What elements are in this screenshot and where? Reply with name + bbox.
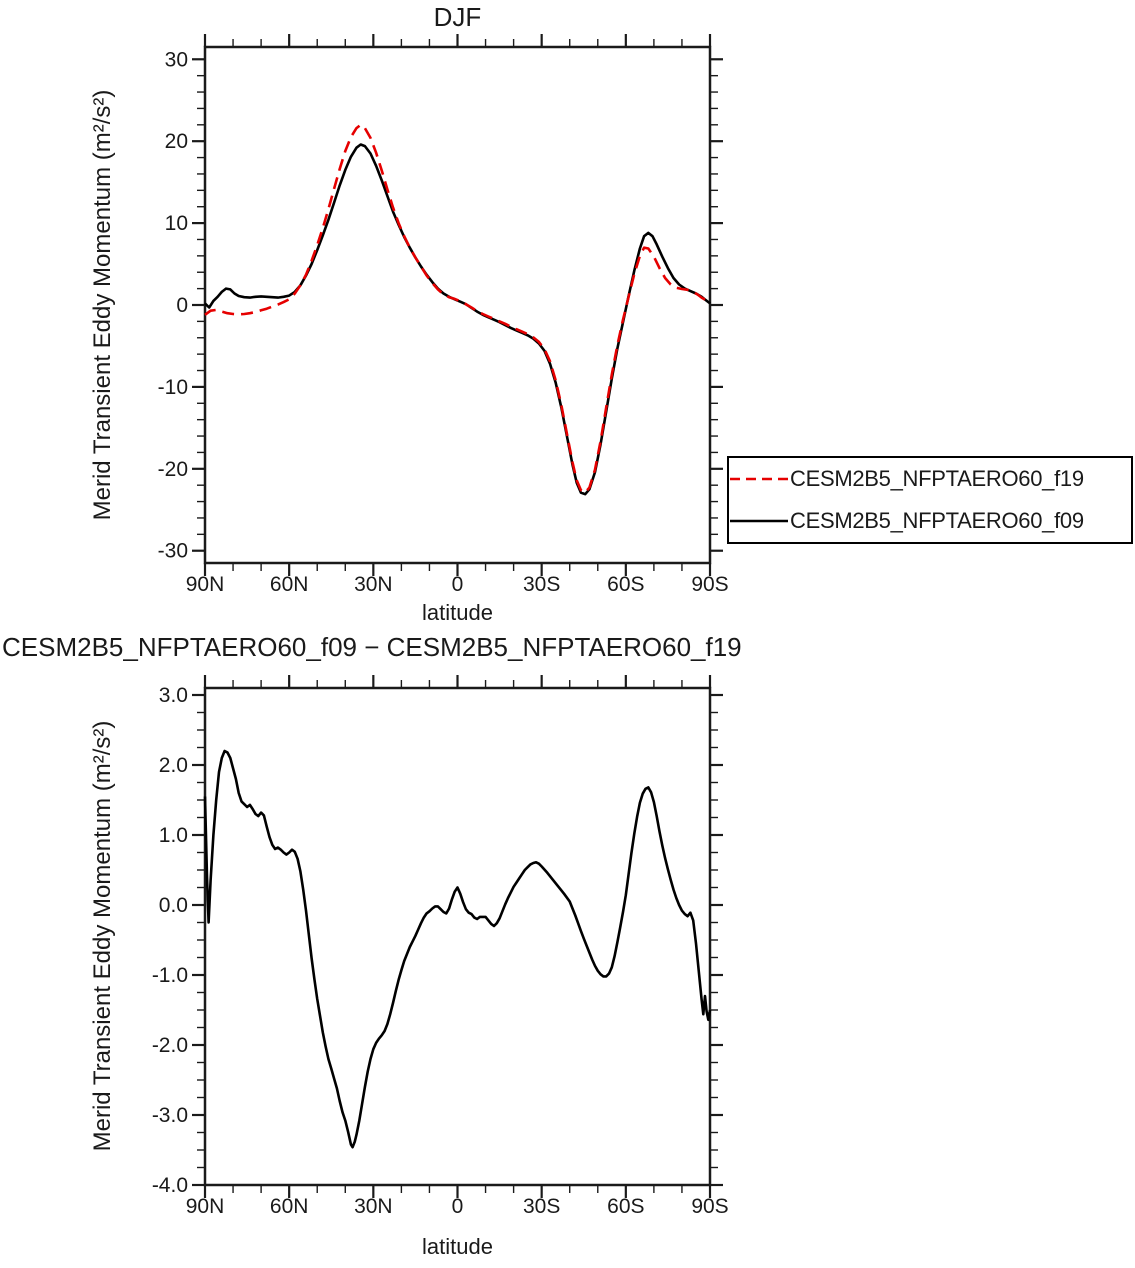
x-tick-label: 90S (691, 1195, 728, 1218)
chart-1: 90N 60N 30N 0 30S 60S 90S -4.0 -3.0 -2.0 -1.0 0.0 1.… (152, 675, 729, 1218)
bottom-chart-x-axis-label: latitude (422, 1234, 493, 1259)
series-line (203, 749, 712, 1149)
bottom-chart-title: CESM2B5_NFPTAERO60_f09 − CESM2B5_NFPTAER… (2, 632, 742, 662)
y-tick-label: -2.0 (152, 1034, 188, 1057)
x-tick-label: 30S (523, 1195, 560, 1218)
y-tick-label: -3.0 (152, 1104, 188, 1127)
legend: CESM2B5_NFPTAERO60_f19 CESM2B5_NFPTAERO6… (727, 456, 1133, 544)
x-tick-label: 90S (691, 573, 728, 596)
x-tick-label: 30S (523, 573, 560, 596)
top-chart-title: DJF (433, 2, 482, 32)
y-tick-label: 10 (165, 212, 188, 235)
legend-item-f19: CESM2B5_NFPTAERO60_f19 (729, 458, 1131, 500)
y-tick-label: -30 (158, 540, 188, 563)
x-tick-label: 90N (186, 1195, 225, 1218)
x-tick-label: 0 (452, 1195, 464, 1218)
y-tick-label: -4.0 (152, 1174, 188, 1197)
chart-0: 90N 60N 30N 0 30S 60S 90S -30 -20 -10 0 10 20 30 (158, 34, 729, 596)
x-tick-label: 60S (607, 573, 644, 596)
y-tick-label: 0 (176, 294, 188, 317)
x-tick-label: 0 (452, 573, 464, 596)
series-line (204, 143, 711, 496)
x-tick-label: 60N (270, 1195, 309, 1218)
y-tick-label: 1.0 (159, 824, 188, 847)
y-tick-label: 30 (165, 48, 188, 71)
y-tick-label: -20 (158, 458, 188, 481)
series-line (204, 123, 711, 494)
x-tick-label: 60N (270, 573, 309, 596)
legend-label-f19: CESM2B5_NFPTAERO60_f19 (790, 466, 1084, 491)
y-tick-label: -1.0 (152, 964, 188, 987)
legend-line-sample-f09 (730, 519, 788, 523)
x-tick-label: 30N (354, 573, 393, 596)
plot-frame-1 (203, 686, 712, 1187)
y-tick-label: 20 (165, 130, 188, 153)
x-tick-label: 90N (186, 573, 225, 596)
bottom-chart-y-axis-label: Merid Transient Eddy Momentum (m²/s²) (89, 720, 116, 1152)
legend-item-f09: CESM2B5_NFPTAERO60_f09 (729, 500, 1131, 542)
y-tick-label: 0.0 (159, 894, 188, 917)
legend-label-f09: CESM2B5_NFPTAERO60_f09 (790, 508, 1084, 533)
y-tick-label: -10 (158, 376, 188, 399)
x-tick-label: 30N (354, 1195, 393, 1218)
y-tick-label: 3.0 (159, 684, 188, 707)
plot-frame-0 (203, 45, 712, 565)
top-chart-x-axis-label: latitude (422, 600, 493, 625)
top-chart-y-axis-label: Merid Transient Eddy Momentum (m²/s²) (89, 89, 116, 521)
legend-line-sample-f19 (730, 477, 788, 481)
y-tick-label: 2.0 (159, 754, 188, 777)
x-tick-label: 60S (607, 1195, 644, 1218)
